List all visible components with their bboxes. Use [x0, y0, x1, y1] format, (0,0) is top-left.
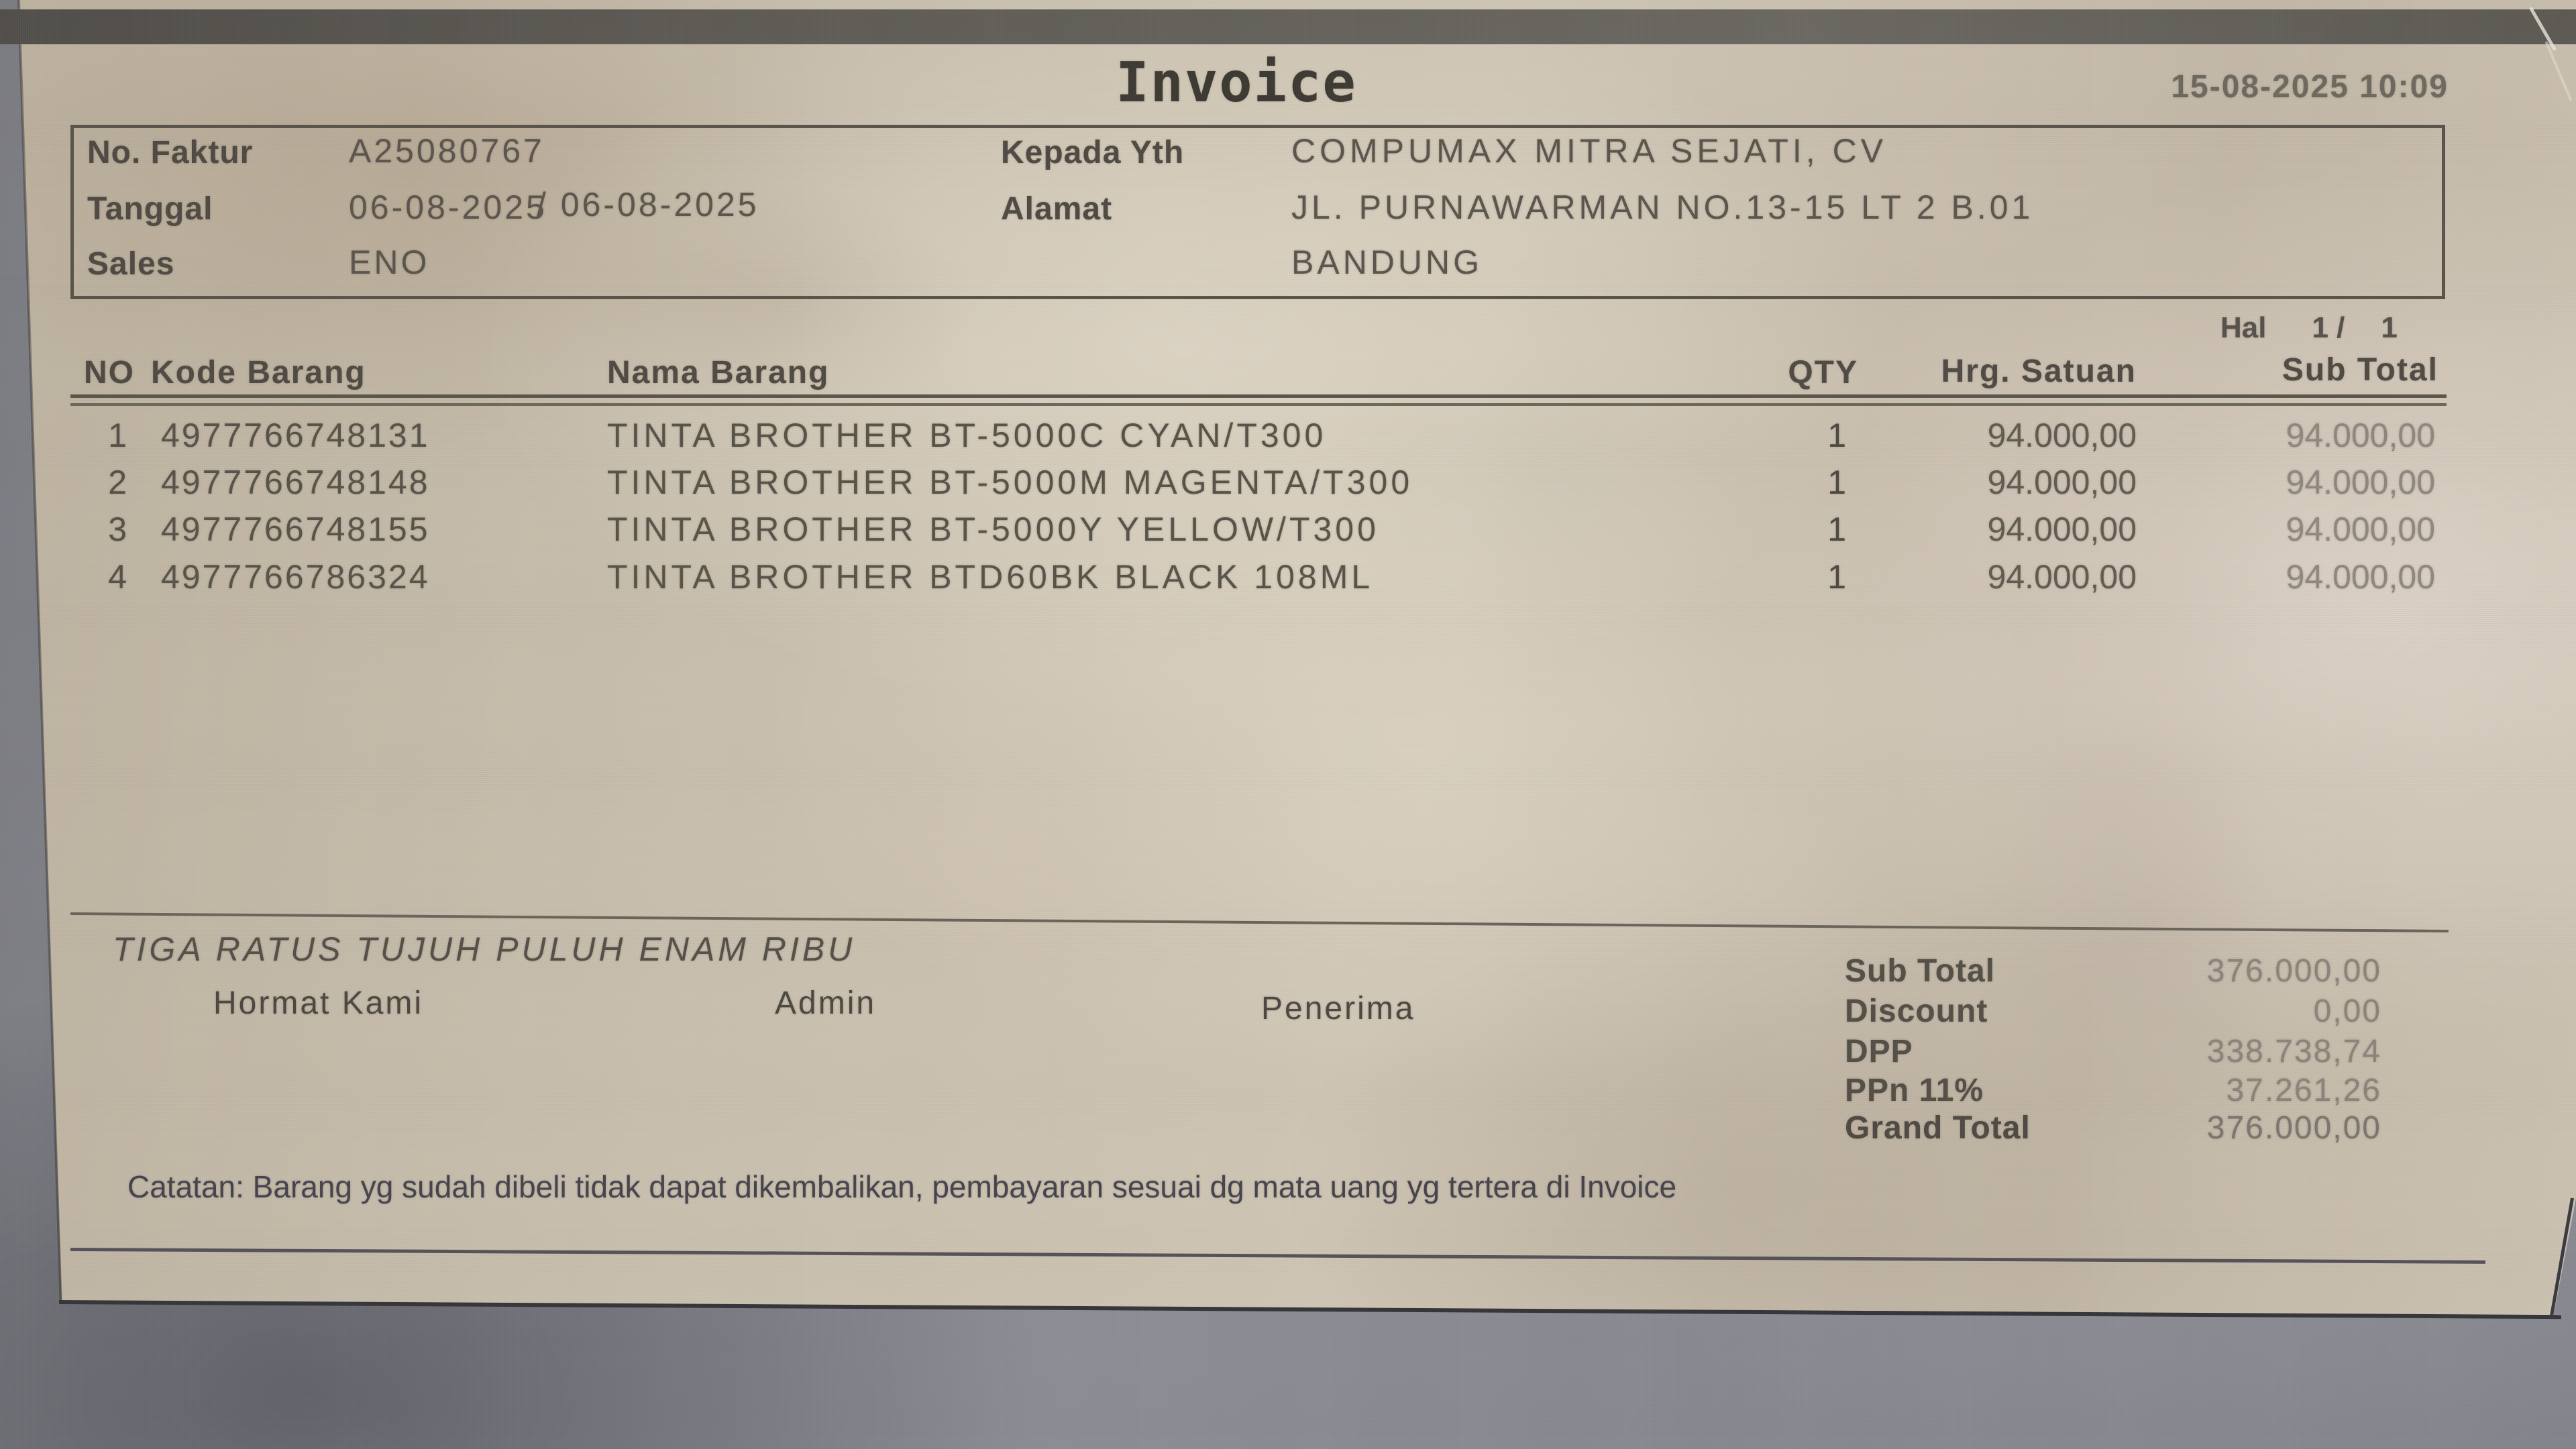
summary-value: 0,00	[2313, 994, 2381, 1029]
cell-sub-total: 94.000,00	[2286, 464, 2435, 501]
header-rule-line-2	[70, 403, 2447, 406]
cell-qty: 1	[1827, 558, 1846, 596]
cell-hrg-satuan: 94.000,00	[1987, 511, 2137, 548]
cell-nama: TINTA BROTHER BT-5000M MAGENTA/T300	[607, 464, 1413, 501]
summary-value: 338.738,74	[2206, 1034, 2381, 1069]
header-rule-line-1	[70, 394, 2447, 398]
invoice-title: Invoice	[1116, 51, 1357, 115]
cell-hrg-satuan: 94.000,00	[1987, 558, 2137, 596]
cell-hrg-satuan: 94.000,00	[1987, 464, 2137, 501]
cell-hrg-satuan: 94.000,00	[1987, 417, 2137, 454]
cell-sub-total: 94.000,00	[2286, 511, 2435, 548]
cell-no: 4	[108, 558, 127, 596]
cell-no: 1	[108, 417, 127, 454]
summary-value: 376.000,00	[2206, 953, 2381, 989]
alamat-label: Alamat	[1001, 191, 1113, 227]
amount-in-words: TIGA RATUS TUJUH PULUH ENAM RIBU	[113, 930, 856, 968]
cell-qty: 1	[1827, 464, 1846, 501]
customer-name: COMPUMAX MITRA SEJATI, CV	[1291, 132, 1888, 170]
customer-address-line1: JL. PURNAWARMAN NO.13-15 LT 2 B.01	[1291, 189, 2034, 226]
sales-label: Sales	[87, 246, 175, 282]
invoice-header-box	[70, 125, 2445, 299]
signature-hormat-kami: Hormat Kami	[213, 985, 424, 1021]
cell-no: 3	[108, 511, 127, 548]
summary-value: 376.000,00	[2206, 1110, 2381, 1146]
summary-label: Discount	[1845, 994, 1988, 1029]
col-sub-total: Sub Total	[2282, 352, 2438, 388]
cell-sub-total: 94.000,00	[2286, 558, 2435, 596]
cell-qty: 1	[1827, 417, 1846, 454]
cell-nama: TINTA BROTHER BT-5000Y YELLOW/T300	[607, 511, 1379, 548]
tanggal-value: 06-08-2025	[349, 189, 547, 226]
bottom-rule-line	[70, 1248, 2485, 1264]
hal-label: Hal	[2220, 311, 2267, 344]
col-qty: QTY	[1788, 355, 1858, 390]
tanggal-secondary: / 06-08-2025	[537, 186, 759, 223]
cell-sub-total: 94.000,00	[2286, 417, 2435, 454]
customer-address-line2: BANDUNG	[1291, 244, 1483, 281]
cell-kode: 4977766748148	[161, 464, 430, 501]
catatan-note: Catatan: Barang yg sudah dibeli tidak da…	[127, 1169, 1677, 1204]
cell-qty: 1	[1827, 511, 1846, 548]
sales-value: ENO	[349, 244, 430, 281]
page-current: 1 /	[2312, 311, 2345, 344]
tanggal-label: Tanggal	[87, 191, 213, 227]
col-nama: Nama Barang	[607, 355, 830, 390]
summary-label: DPP	[1845, 1034, 1913, 1069]
page-total: 1	[2381, 311, 2398, 344]
cell-kode: 4977766786324	[161, 558, 430, 596]
cell-nama: TINTA BROTHER BTD60BK BLACK 108ML	[607, 558, 1374, 596]
cell-no: 2	[108, 464, 127, 501]
summary-label: Grand Total	[1845, 1110, 2031, 1146]
page-indicator: Hal 1 / 1	[2220, 311, 2398, 345]
summary-value: 37.261,26	[2226, 1073, 2381, 1108]
col-kode: Kode Barang	[151, 355, 366, 390]
cell-kode: 4977766748131	[161, 417, 430, 454]
summary-label: Sub Total	[1845, 953, 1996, 989]
summary-label: PPn 11%	[1845, 1073, 1984, 1108]
cell-kode: 4977766748155	[161, 511, 430, 548]
no-faktur-value: A25080767	[349, 132, 545, 170]
kepada-yth-label: Kepada Yth	[1001, 135, 1185, 170]
col-no: NO	[84, 355, 135, 390]
signature-penerima: Penerima	[1261, 991, 1415, 1026]
print-datetime: 15-08-2025 10:09	[2171, 69, 2449, 105]
screen-top-bar	[0, 9, 2576, 44]
no-faktur-label: No. Faktur	[87, 135, 254, 170]
cell-nama: TINTA BROTHER BT-5000C CYAN/T300	[607, 417, 1327, 454]
signature-admin: Admin	[775, 985, 877, 1021]
col-hrg-satuan: Hrg. Satuan	[1941, 354, 2137, 389]
